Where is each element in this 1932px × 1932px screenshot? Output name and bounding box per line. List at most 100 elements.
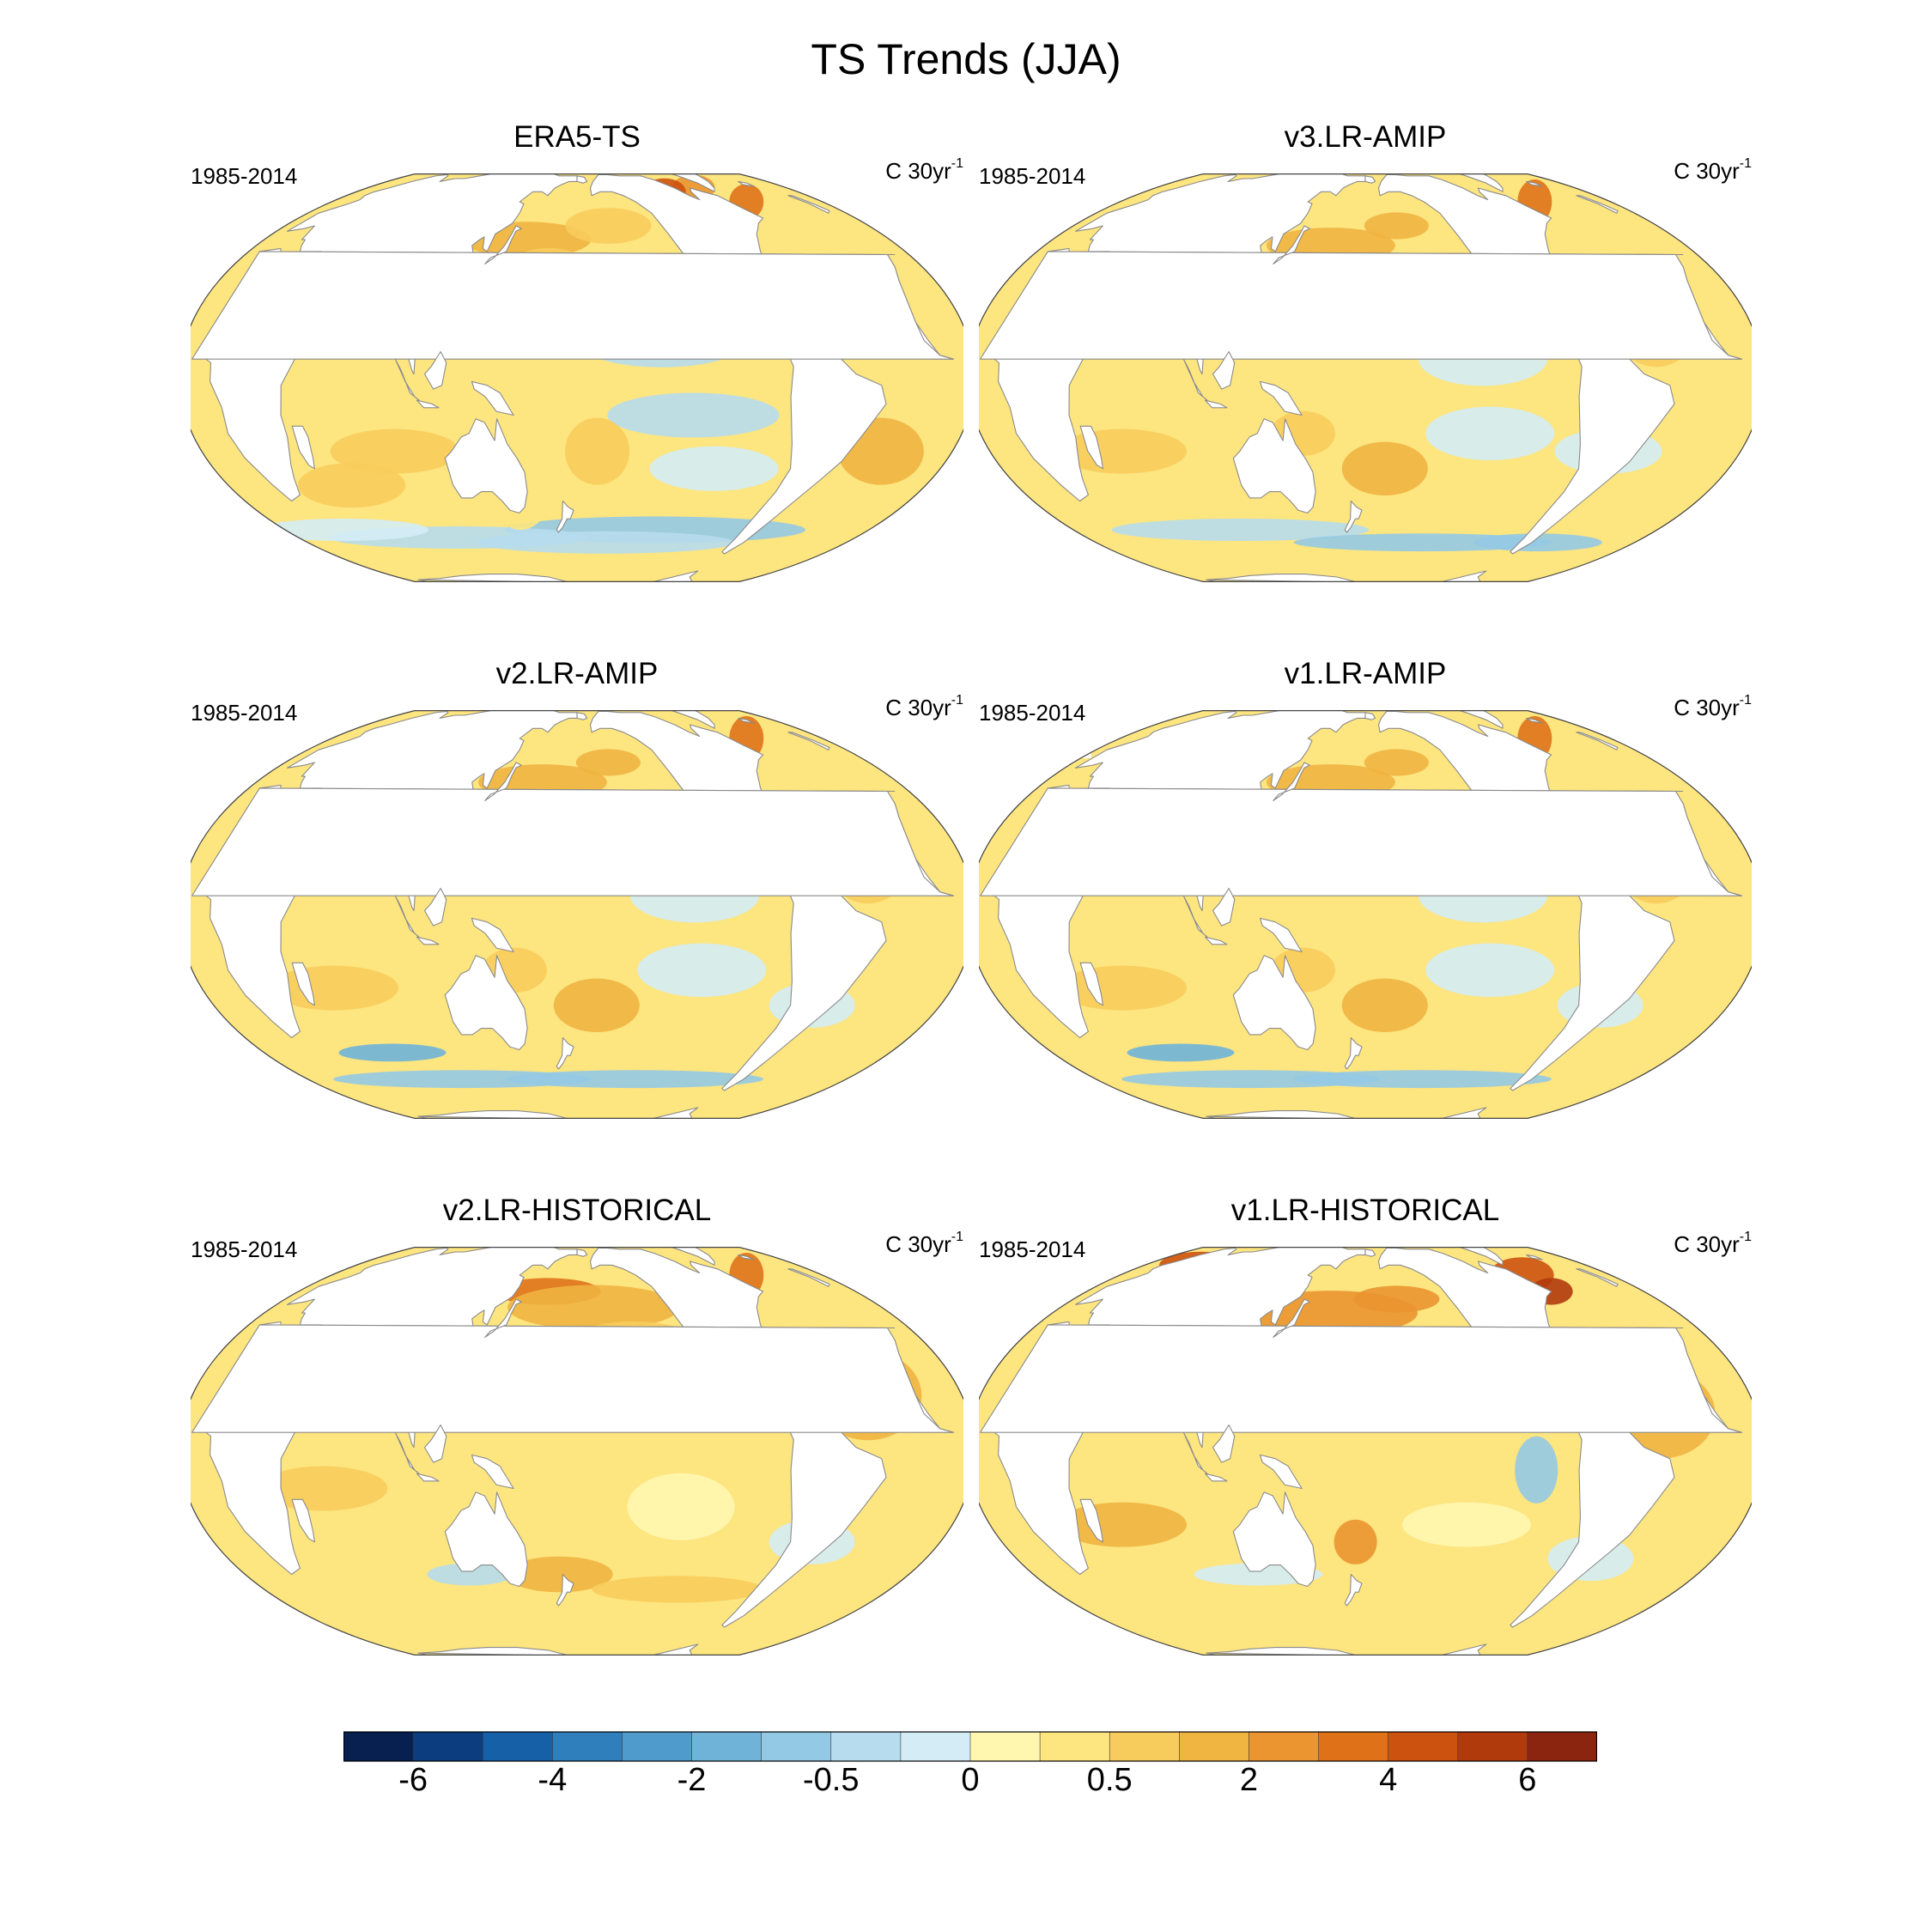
trend-region: [607, 392, 780, 438]
map-field: [191, 173, 963, 582]
land-mass: [1436, 710, 1504, 729]
trend-map: [191, 710, 963, 1119]
colorbar-tick-label: -0.5: [803, 1762, 860, 1798]
land-mass: [1204, 936, 1228, 945]
trend-map: [191, 173, 963, 582]
trend-region: [1111, 519, 1370, 541]
land-mass: [484, 225, 522, 264]
land-mass: [1364, 1249, 1376, 1257]
map-border: [979, 173, 1752, 582]
land-mass: [1273, 225, 1310, 264]
trend-map: [191, 1247, 963, 1656]
land-mass: [1206, 570, 1487, 582]
trend-map: [979, 173, 1752, 582]
land-mass: [1273, 762, 1310, 801]
land-mass: [1344, 1573, 1363, 1607]
land-mass: [1079, 425, 1103, 470]
land-mass: [1344, 1036, 1363, 1070]
units-label: C 30yr-1: [1674, 693, 1752, 720]
land-mass: [416, 936, 440, 945]
trend-region: [1293, 1070, 1552, 1089]
colorbar-swatch: [552, 1732, 623, 1761]
colorbar-swatch: [413, 1732, 483, 1761]
land-mass: [1344, 500, 1363, 533]
colorbar-tick-label: 0: [961, 1762, 980, 1798]
land-mass: [556, 500, 574, 533]
land-mass: [394, 358, 420, 401]
map-field: [979, 173, 1752, 582]
land-mass: [1206, 1643, 1487, 1656]
map-panel-v2-historical: v2.LR-HISTORICAL 1985-2014 C 30yr-1: [191, 1194, 963, 1674]
land-mass: [417, 1643, 699, 1656]
land-mass: [394, 1431, 420, 1474]
panel-title: ERA5-TS: [513, 120, 641, 154]
panel-title: v2.LR-AMIP: [495, 657, 659, 690]
units-label: C 30yr-1: [885, 693, 963, 720]
colorbar-tick-label: 0.5: [1086, 1762, 1133, 1798]
trend-map: [979, 1247, 1752, 1656]
land-mass: [1182, 1431, 1208, 1474]
land-mass: [423, 1424, 447, 1463]
colorbar-swatch: [970, 1732, 1041, 1761]
map-panel-v1-amip: v1.LR-AMIP 1985-2014 C 30yr-1: [979, 657, 1752, 1138]
land-mass: [291, 425, 315, 470]
map-field: [191, 1247, 963, 1656]
trend-region: [257, 519, 429, 541]
land-mass: [576, 712, 588, 720]
land-mass: [416, 1473, 440, 1482]
land-mass: [471, 1454, 514, 1490]
colorbar-swatch: [1388, 1732, 1459, 1761]
colorbar-swatch: [483, 1732, 553, 1761]
land-mass: [738, 180, 755, 187]
land-mass: [471, 380, 514, 416]
trend-region: [330, 428, 459, 474]
land-mass: [1232, 418, 1316, 514]
land-mass: [1364, 175, 1376, 184]
land-mass: [423, 350, 447, 390]
trend-region: [1353, 1285, 1440, 1313]
land-mass: [191, 251, 954, 360]
trend-region: [1127, 1043, 1235, 1062]
colorbar-swatch: [1318, 1732, 1389, 1761]
land-mass: [423, 887, 447, 927]
colorbar: [343, 1731, 1597, 1762]
land-mass: [1259, 1454, 1303, 1490]
land-mass: [1259, 917, 1303, 953]
land-mass: [647, 1247, 715, 1266]
colorbar-tick-label: 6: [1518, 1762, 1537, 1798]
land-mass: [1206, 1107, 1487, 1119]
colorbar-swatch: [900, 1732, 971, 1761]
map-border: [191, 173, 963, 582]
trend-region: [1334, 1519, 1377, 1564]
map-field: [191, 710, 963, 1119]
map-panel-v2-amip: v2.LR-AMIP 1985-2014 C 30yr-1: [191, 657, 963, 1138]
trend-region: [592, 1576, 764, 1603]
period-label: 1985-2014: [191, 163, 298, 189]
land-mass: [980, 251, 1742, 360]
land-mass: [1259, 380, 1303, 416]
map-panel-v1-historical: v1.LR-HISTORICAL 1985-2014 C 30yr-1: [979, 1194, 1752, 1674]
colorbar-tick-label: -4: [538, 1762, 568, 1798]
map-border: [979, 710, 1752, 1119]
trend-region: [627, 1473, 735, 1540]
land-mass: [1576, 732, 1619, 750]
trend-region: [347, 1607, 519, 1625]
trend-region: [505, 1556, 613, 1593]
map-border: [979, 1247, 1752, 1656]
trend-region: [565, 208, 652, 244]
land-mass: [191, 1324, 954, 1433]
land-mass: [1182, 358, 1208, 401]
land-mass: [647, 173, 715, 192]
land-mass: [1232, 955, 1316, 1051]
land-mass: [417, 1107, 699, 1119]
land-mass: [1182, 895, 1208, 938]
land-mass: [191, 787, 954, 896]
land-mass: [1436, 173, 1504, 192]
trend-region: [1515, 1436, 1558, 1504]
panel-title: v2.LR-HISTORICAL: [442, 1194, 712, 1227]
trend-region: [1364, 749, 1429, 776]
period-label: 1985-2014: [979, 1236, 1086, 1262]
land-mass: [980, 1324, 1742, 1433]
map-panel-era5: ERA5-TS 1985-2014 C 30yr-1: [191, 120, 963, 601]
colorbar-swatch: [761, 1732, 832, 1761]
